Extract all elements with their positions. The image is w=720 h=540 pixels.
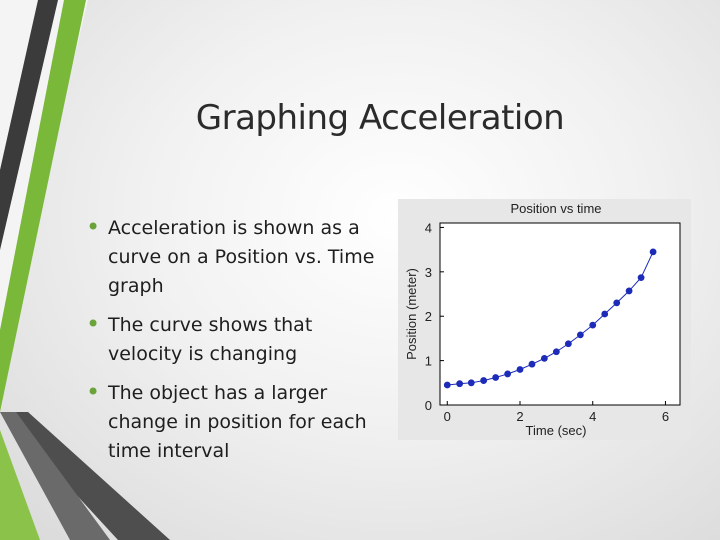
- data-point: [552, 348, 560, 356]
- y-tick-label: 3: [425, 265, 432, 280]
- bullet-icon: •: [86, 378, 101, 406]
- bullet-icon: •: [86, 310, 101, 338]
- data-point: [637, 274, 645, 281]
- data-point: [564, 340, 572, 348]
- y-tick-label: 4: [425, 220, 432, 235]
- data-point: [492, 374, 500, 381]
- data-point: [540, 354, 548, 362]
- data-point: [589, 321, 597, 329]
- x-tick-label: 0: [444, 409, 451, 424]
- data-point: [576, 331, 584, 339]
- bullet-list: • Acceleration is shown as a curve on a P…: [86, 214, 386, 476]
- data-point: [516, 366, 524, 373]
- data-point: [504, 370, 512, 378]
- data-point: [467, 379, 475, 387]
- chart-title: Position vs time: [510, 201, 601, 216]
- bullet-item: • The object has a larger change in posit…: [86, 378, 367, 462]
- bullet-item: • The curve shows that velocity is changi…: [86, 310, 313, 365]
- x-axis-label: Time (sec): [526, 423, 587, 438]
- plot-area: [439, 222, 681, 406]
- data-point: [480, 377, 488, 384]
- position-time-chart: Position vs time 0 2 4 6 0 1 2 3 4 Time (sec) Po…: [404, 201, 681, 438]
- bullet-item: • Acceleration is shown as a curve on a P…: [86, 213, 375, 297]
- data-point: [528, 360, 536, 368]
- data-point: [649, 248, 657, 256]
- y-tick-label: 2: [425, 309, 432, 324]
- y-tick-label: 0: [425, 398, 432, 413]
- x-tick-label: 4: [589, 409, 596, 424]
- data-point: [443, 381, 451, 389]
- y-tick-label: 1: [425, 354, 432, 369]
- data-point: [613, 299, 621, 307]
- bullet-icon: •: [86, 213, 101, 241]
- chart-panel: Position vs time 0 2 4 6 0 1 2 3 4 Time (sec) Po…: [398, 199, 691, 440]
- data-point: [625, 287, 633, 295]
- y-axis-label: Position (meter): [404, 268, 419, 360]
- x-tick-label: 2: [516, 409, 523, 424]
- slide-title: Graphing Acceleration: [195, 98, 565, 138]
- x-tick-label: 6: [662, 409, 669, 424]
- data-point: [456, 380, 464, 388]
- data-point: [601, 310, 609, 318]
